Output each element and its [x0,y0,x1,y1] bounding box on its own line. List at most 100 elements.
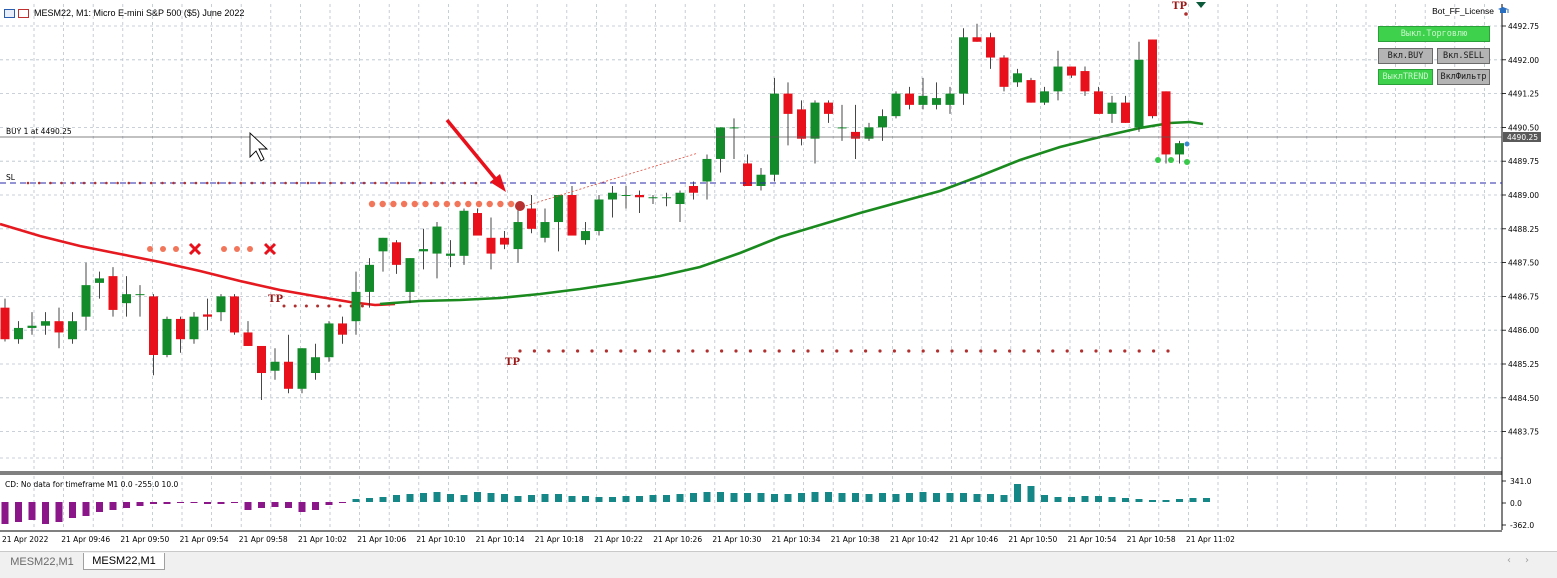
candle [905,86,914,110]
histogram-bar [204,502,211,504]
tp-dot [1152,349,1156,353]
candle [257,345,266,401]
histogram-bar [933,493,940,502]
signal-dot [247,246,253,252]
time-tick-label: 21 Apr 09:54 [180,535,229,544]
tab-chart-1[interactable]: MESM22,M1 [10,555,74,568]
tp-dot [1080,349,1084,353]
exit-dot [1184,159,1190,165]
sl-dot [273,181,276,185]
chart-grid [0,4,1503,532]
candle-body [270,361,280,371]
time-tick-label: 21 Apr 2022 [2,535,49,544]
candle [810,100,820,164]
candle [986,32,995,69]
sl-dot [205,181,209,185]
histogram-bar [595,497,603,502]
candle-body [554,195,563,223]
sl-dot [239,181,243,185]
histogram-bar [501,494,508,502]
candle [68,312,77,344]
candle [0,298,10,342]
price-tick-label: 4489.75 [1508,157,1539,166]
tp-dot [950,349,954,353]
time-tick-label: 21 Apr 10:06 [357,535,406,544]
candle [324,321,334,362]
candle-body [621,195,631,196]
tp-dot [936,349,940,353]
candle-body [540,222,550,238]
chart-type-icon[interactable] [18,8,29,18]
candle-body [486,237,496,254]
price-tick-label: 4492.75 [1508,22,1539,31]
tp-dot [282,304,286,308]
candle-body [14,327,23,340]
histogram-bar [676,494,684,502]
tp-dot [547,349,551,353]
tp-dot [604,349,609,353]
ma-path [379,120,1204,306]
candle-body [1026,80,1036,103]
histogram-bar [15,502,22,522]
tp-dot [864,349,868,353]
candle-body [702,158,712,182]
time-tick-label: 21 Apr 10:02 [298,535,347,544]
sl-dot [463,181,467,185]
tp-dot [532,349,537,353]
histogram-bar [271,502,279,507]
candle [284,334,293,394]
sell-on-button[interactable]: Вкл.SELL [1437,48,1490,64]
candle [14,321,23,344]
candle [135,285,145,317]
candle [648,195,658,205]
tp-dot [734,349,738,353]
candle-body [432,226,442,254]
histogram-bar [217,502,225,504]
sl-dot [340,181,343,185]
candle-body [1094,91,1103,114]
tab-chart-2[interactable]: MESM22,M1 [83,553,165,570]
buy-on-button[interactable]: Вкл.BUY [1378,48,1433,64]
candle [1094,86,1103,114]
filter-on-button[interactable]: ВклФильтр [1437,69,1490,85]
price-tick-label: 4491.25 [1508,90,1539,99]
candle-body [851,131,860,139]
histogram-bar [487,493,495,502]
candle-body [945,93,955,105]
candle [41,312,50,335]
candle-body [662,197,671,199]
candle-body [297,348,307,389]
time-tick-label: 21 Apr 10:54 [1068,535,1117,544]
candle [1013,68,1022,87]
sl-dot [429,181,433,185]
entry-signal-dot [497,200,504,208]
candle-body [527,208,536,229]
histogram-bar [447,494,454,502]
indicator-scale-label: 0.0 [1510,499,1522,508]
price-chart[interactable]: TP TP TP SL BUY 1 at 4490.25 CD: No data fo… [0,0,1557,551]
trend-off-button[interactable]: ВыклTREND [1378,69,1433,85]
histogram-bar [406,494,414,502]
time-tick-label: 21 Apr 09:50 [120,535,169,544]
candle [351,271,361,335]
candle-body [257,345,266,374]
candle [473,208,482,236]
candle-body [608,192,617,200]
candle-body [500,237,509,245]
tp-dot [1036,349,1040,353]
entry-signal-dot [411,200,418,208]
candle [797,100,806,146]
candle-body [419,249,428,252]
tp-dot [304,304,308,308]
histogram-bar [460,495,468,502]
histogram-bar [771,494,778,502]
histogram-bar [28,502,36,520]
entry-marker [515,201,525,211]
entry-signal-dot [368,200,376,208]
exit-dot [1168,157,1174,163]
entry-signal-dot [433,200,440,208]
tab-scroll-arrows[interactable]: ‹› [1507,555,1543,566]
candle-body [824,102,833,114]
window-menu-icon[interactable] [4,8,15,18]
trade-off-button[interactable]: Выкл.Торговлю [1378,26,1490,42]
